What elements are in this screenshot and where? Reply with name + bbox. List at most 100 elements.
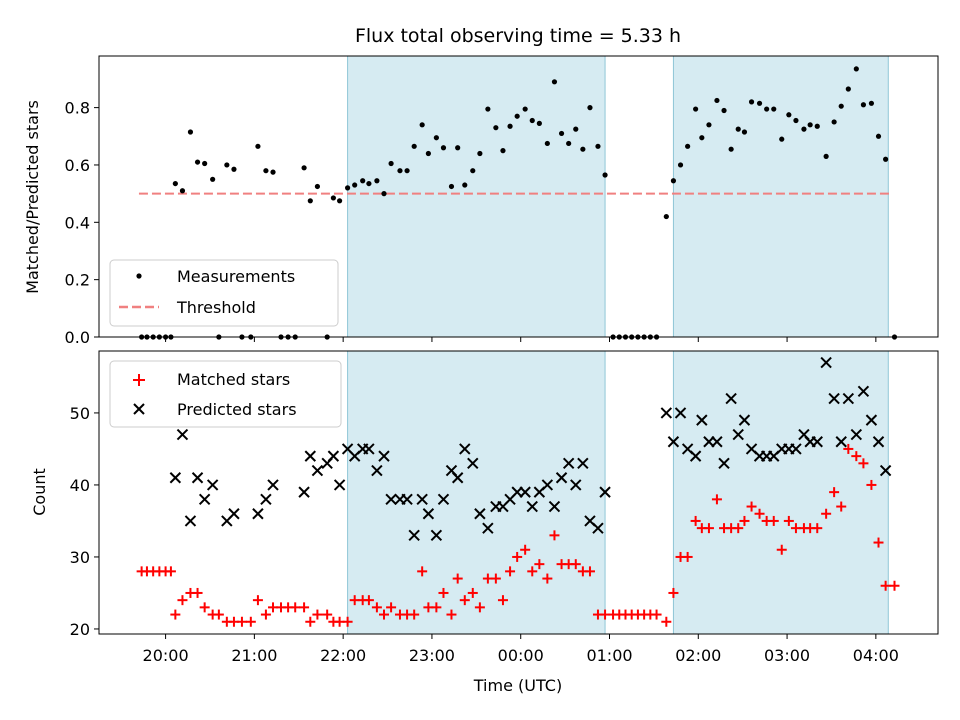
- data-point-stroke: [820, 356, 832, 369]
- data-point-stroke: [711, 436, 723, 448]
- data-point: [838, 103, 844, 109]
- chart-title: Flux total observing time = 5.33 h: [355, 25, 681, 47]
- data-point: [549, 530, 560, 541]
- data-point: [374, 178, 380, 184]
- data-point: [573, 126, 579, 132]
- data-point: [527, 566, 538, 577]
- data-point: [474, 602, 485, 613]
- data-point-stroke: [660, 407, 673, 419]
- data-point: [500, 148, 506, 154]
- data-point: [706, 122, 712, 128]
- data-point: [352, 182, 358, 188]
- data-point-stroke: [811, 436, 823, 448]
- data-point: [298, 486, 310, 498]
- data-point: [732, 428, 744, 441]
- data-point: [823, 153, 829, 159]
- data-point: [801, 126, 807, 132]
- data-point: [187, 129, 194, 135]
- shaded-span-1: [672, 55, 889, 338]
- data-point-stroke: [584, 515, 596, 527]
- data-point: [378, 609, 389, 620]
- data-point: [733, 523, 744, 534]
- data-point: [721, 107, 727, 114]
- data-point-stroke: [467, 457, 479, 470]
- data-point: [558, 130, 565, 137]
- data-point: [580, 146, 586, 152]
- data-point-stroke: [879, 464, 892, 477]
- y-tick-label: 0.0: [65, 328, 90, 347]
- data-point: [873, 537, 884, 548]
- data-point: [260, 493, 272, 506]
- data-point-stroke: [745, 443, 758, 455]
- data-point: [718, 457, 730, 470]
- data-point: [419, 122, 425, 128]
- data-point-stroke: [371, 464, 383, 477]
- data-point: [836, 501, 847, 512]
- data-point: [735, 126, 741, 132]
- data-point: [314, 183, 321, 190]
- data-point: [467, 587, 478, 598]
- data-point: [577, 457, 589, 470]
- data-point: [793, 117, 799, 124]
- data-point: [682, 551, 693, 562]
- data-point: [236, 616, 247, 627]
- top-plot: 0.0 0.2 0.4 0.6 0.8: [65, 55, 939, 347]
- x-axis-label: Time (UTC): [473, 676, 562, 695]
- shaded-span-0: [347, 350, 606, 635]
- data-point: [756, 100, 763, 106]
- plot-frame: [98, 350, 939, 635]
- data-point: [786, 112, 792, 118]
- data-point: [305, 616, 316, 627]
- data-point-stroke: [401, 493, 413, 506]
- legend-predicted-marker: [133, 403, 145, 415]
- data-point-stroke: [667, 436, 680, 448]
- data-point: [184, 515, 197, 527]
- data-point: [850, 428, 863, 441]
- shaded-span-1: [672, 350, 889, 635]
- y-tick-label: 20: [70, 620, 90, 639]
- data-point: [783, 515, 794, 526]
- data-point-stroke: [198, 493, 211, 506]
- data-point: [301, 165, 307, 171]
- data-point: [459, 595, 470, 606]
- data-point: [566, 140, 572, 147]
- data-point: [660, 407, 673, 419]
- shaded-span-0: [347, 55, 606, 338]
- data-point: [176, 428, 189, 441]
- data-point: [252, 508, 264, 520]
- y-tick-label: 0.8: [65, 99, 90, 118]
- data-point: [512, 551, 523, 562]
- x-tick-label: 04:00: [853, 646, 899, 665]
- data-point: [425, 150, 431, 157]
- data-point: [493, 125, 499, 131]
- data-point-stroke: [191, 472, 204, 484]
- data-point-stroke: [865, 414, 878, 426]
- y-tick-label: 0.2: [65, 271, 90, 290]
- data-point: [779, 136, 785, 142]
- data-point-stroke: [857, 385, 870, 398]
- y-tick-label: 0.6: [65, 156, 90, 175]
- data-point: [728, 146, 734, 152]
- data-point: [388, 160, 394, 167]
- data-point: [192, 587, 203, 598]
- data-point: [872, 436, 885, 448]
- data-point: [381, 191, 387, 197]
- data-point: [685, 143, 691, 149]
- data-point: [446, 609, 457, 620]
- x-tick-label: 02:00: [675, 646, 721, 665]
- data-point: [714, 97, 720, 104]
- data-point: [858, 458, 869, 469]
- data-point: [452, 573, 463, 584]
- legend-matched-label: Matched stars: [177, 370, 290, 389]
- data-point-stroke: [555, 472, 568, 484]
- data-point-stroke: [548, 500, 561, 513]
- data-point: [482, 522, 494, 534]
- data-point: [260, 609, 271, 620]
- data-point: [172, 180, 178, 187]
- data-point: [768, 515, 779, 526]
- data-point: [459, 443, 471, 455]
- data-point-stroke: [408, 529, 420, 542]
- data-point: [602, 172, 608, 178]
- data-point: [879, 464, 892, 477]
- data-point-stroke: [570, 479, 582, 491]
